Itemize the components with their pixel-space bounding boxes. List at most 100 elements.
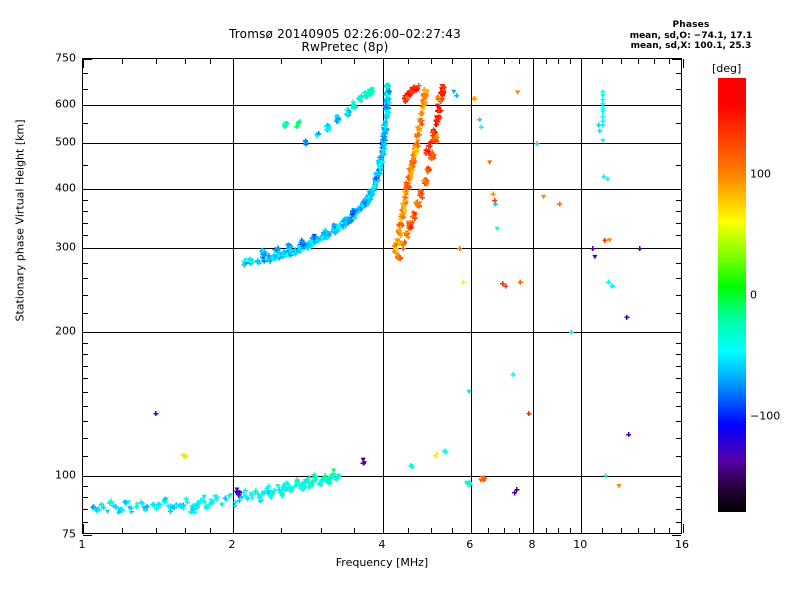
axis-tick xyxy=(383,59,384,68)
data-point xyxy=(424,166,430,172)
data-point xyxy=(405,174,411,180)
data-point xyxy=(419,103,425,109)
data-point xyxy=(401,240,407,246)
axis-tick xyxy=(83,262,88,264)
data-point xyxy=(234,487,240,492)
data-point xyxy=(423,150,429,156)
data-point xyxy=(314,236,320,242)
data-point xyxy=(384,92,390,98)
data-point xyxy=(430,129,436,135)
data-point xyxy=(223,497,229,503)
data-point xyxy=(413,199,419,205)
axis-tick xyxy=(320,59,322,64)
axis-tick xyxy=(83,222,88,224)
data-point xyxy=(500,281,506,287)
data-point xyxy=(380,150,386,156)
data-point xyxy=(294,123,300,129)
axis-tick xyxy=(601,528,603,533)
data-point xyxy=(514,90,521,95)
axis-tick xyxy=(654,528,656,533)
data-point xyxy=(108,498,114,504)
x-axis-title: Frequency [MHz] xyxy=(335,556,429,569)
data-point xyxy=(494,226,500,232)
axis-tick xyxy=(210,528,212,533)
axis-tick xyxy=(83,59,92,60)
data-point xyxy=(340,224,346,229)
data-point xyxy=(280,490,286,496)
data-point xyxy=(439,96,445,102)
data-point xyxy=(384,114,390,120)
data-point xyxy=(144,503,150,509)
data-point xyxy=(365,200,371,206)
data-point xyxy=(592,254,598,260)
data-point xyxy=(108,499,114,505)
data-point xyxy=(416,83,422,89)
data-point xyxy=(335,228,341,234)
data-point xyxy=(332,230,338,236)
data-point xyxy=(219,501,225,507)
data-point xyxy=(557,201,563,207)
data-point xyxy=(365,195,371,201)
data-point xyxy=(248,491,254,496)
data-point xyxy=(422,88,428,94)
data-point xyxy=(435,103,441,109)
data-point xyxy=(600,105,606,111)
data-point xyxy=(294,482,300,487)
data-point xyxy=(401,95,407,101)
data-point xyxy=(395,255,401,261)
data-point xyxy=(348,218,354,224)
axis-tick xyxy=(83,354,88,356)
axis-tick xyxy=(558,59,560,64)
data-point xyxy=(369,192,375,198)
axis-tick xyxy=(676,378,681,380)
data-point xyxy=(183,496,189,502)
axis-tick xyxy=(676,262,681,264)
data-point xyxy=(279,493,285,499)
data-point xyxy=(386,88,392,94)
data-point xyxy=(179,503,185,509)
data-point xyxy=(624,314,630,320)
data-point xyxy=(405,183,411,189)
data-point xyxy=(383,119,389,125)
data-point xyxy=(116,509,122,515)
y-tick-label: 200 xyxy=(55,324,76,338)
data-point xyxy=(335,225,341,231)
data-point xyxy=(433,133,440,139)
axis-tick xyxy=(581,59,583,68)
axis-tick xyxy=(470,524,472,533)
data-point xyxy=(371,187,377,193)
data-point xyxy=(471,95,477,101)
data-point xyxy=(406,166,412,172)
data-point xyxy=(134,501,140,507)
scatter-data-layer xyxy=(83,59,681,533)
data-point xyxy=(396,221,402,227)
data-point xyxy=(435,119,441,125)
axis-tick xyxy=(83,521,88,523)
data-point xyxy=(206,502,212,508)
data-point xyxy=(409,464,415,470)
data-point xyxy=(396,226,402,232)
data-point xyxy=(184,499,190,505)
data-point xyxy=(401,195,407,201)
colorbar-unit-label: [deg] xyxy=(712,62,742,75)
data-point xyxy=(122,499,128,505)
data-point xyxy=(209,500,215,506)
data-point xyxy=(331,222,337,228)
data-point xyxy=(412,215,418,221)
axis-tick xyxy=(281,528,283,533)
axis-tick xyxy=(383,524,384,533)
data-point xyxy=(603,473,609,479)
data-point xyxy=(422,92,428,98)
data-point xyxy=(384,109,390,114)
data-point xyxy=(272,254,278,259)
axis-tick xyxy=(504,59,506,64)
data-point xyxy=(309,237,315,243)
axis-tick xyxy=(533,524,534,533)
data-point xyxy=(421,177,427,183)
axis-tick xyxy=(210,59,212,64)
data-point xyxy=(310,477,316,483)
data-point xyxy=(425,165,431,171)
gridline-vertical xyxy=(533,59,534,533)
data-point xyxy=(288,488,294,494)
data-point xyxy=(96,507,102,513)
